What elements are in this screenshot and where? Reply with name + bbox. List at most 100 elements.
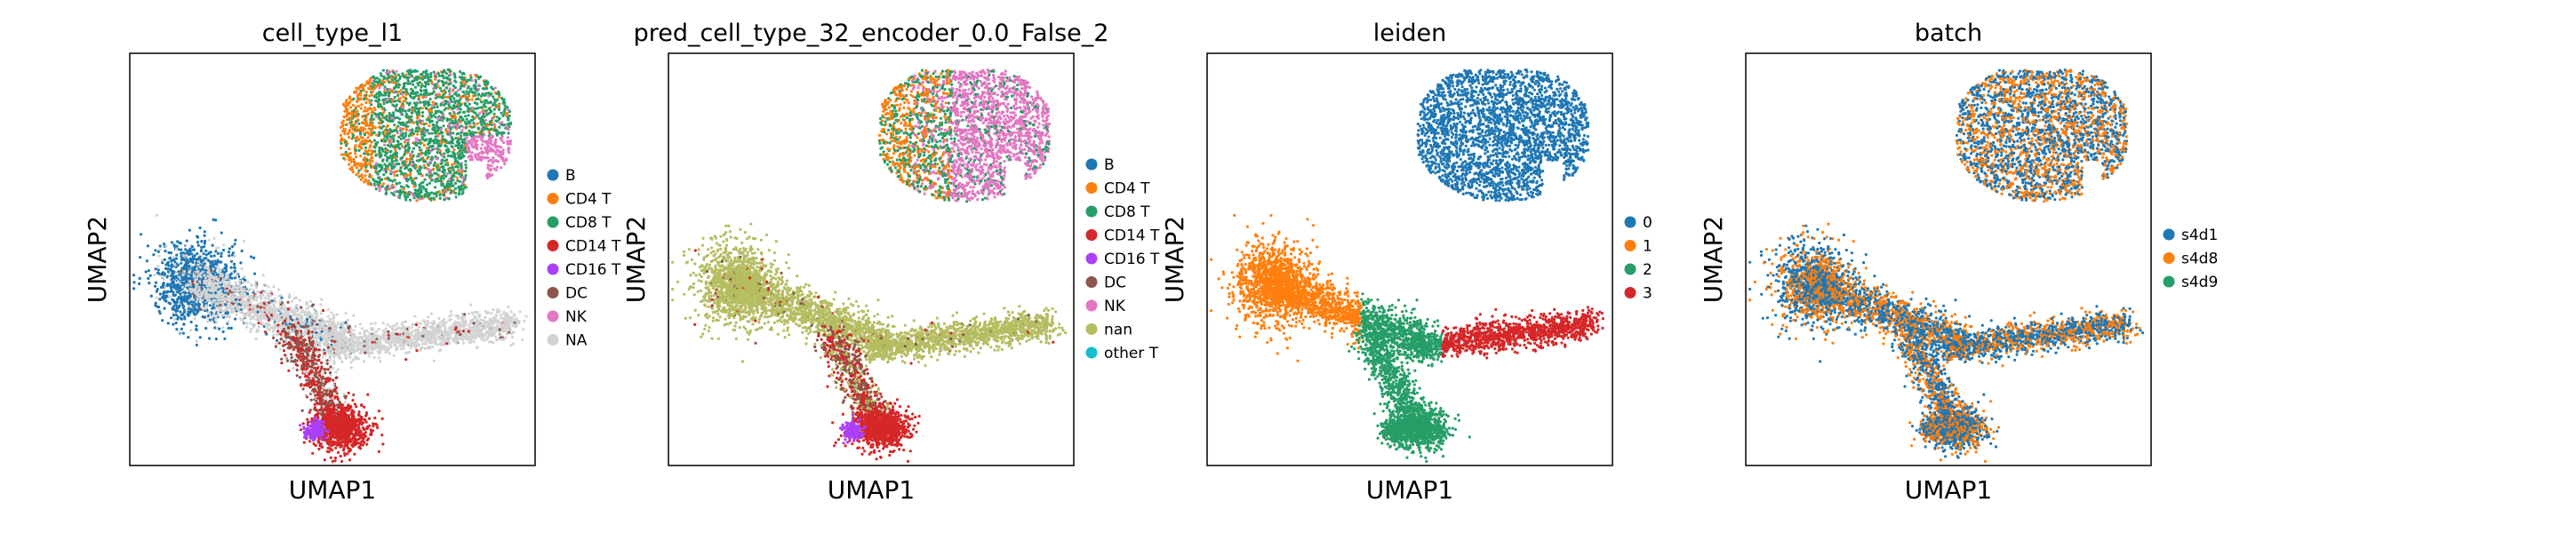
- cell-point: [211, 260, 214, 264]
- cell-point: [366, 136, 370, 139]
- cell-point: [421, 96, 425, 99]
- cell-point: [368, 101, 372, 105]
- cell-point: [371, 124, 374, 128]
- cell-point: [212, 273, 215, 276]
- cell-point: [292, 314, 296, 317]
- cell-point: [392, 111, 396, 115]
- cell-point: [488, 123, 492, 126]
- cell-point: [470, 125, 474, 129]
- cell-point: [286, 310, 290, 314]
- cell-point: [443, 91, 446, 94]
- cell-point: [444, 81, 448, 84]
- cell-point: [200, 245, 204, 249]
- cell-point: [366, 153, 370, 156]
- cell-point: [415, 165, 419, 169]
- cell-point: [434, 75, 438, 78]
- cell-point: [333, 323, 337, 327]
- cell-point: [404, 177, 409, 180]
- cell-point: [464, 115, 468, 118]
- cell-point: [328, 356, 332, 360]
- cell-point: [240, 249, 244, 253]
- cell-point: [422, 159, 426, 163]
- cell-point: [293, 306, 297, 309]
- cell-point: [398, 169, 402, 172]
- cell-point: [184, 275, 188, 279]
- cell-point: [379, 72, 382, 76]
- cell-point: [452, 97, 456, 100]
- cell-point: [239, 261, 243, 265]
- cell-point: [454, 195, 458, 199]
- cell-point: [396, 94, 400, 98]
- cell-point: [492, 98, 497, 101]
- cell-point: [275, 342, 278, 346]
- cell-point: [381, 124, 385, 128]
- cell-point: [188, 259, 192, 263]
- cell-point: [207, 259, 211, 262]
- cell-point: [442, 165, 445, 169]
- cell-point: [411, 111, 414, 115]
- cell-point: [452, 131, 455, 135]
- cell-point: [232, 292, 236, 296]
- cell-point: [442, 173, 445, 178]
- cell-point: [352, 314, 356, 317]
- cell-point: [347, 112, 351, 115]
- cell-point: [393, 123, 396, 127]
- cell-point: [457, 147, 460, 150]
- cell-point: [428, 97, 432, 101]
- cell-point: [452, 148, 456, 152]
- cell-point: [473, 136, 476, 139]
- cell-point: [167, 294, 171, 298]
- cell-point: [385, 116, 388, 120]
- cell-point: [274, 309, 277, 313]
- cell-point: [355, 166, 359, 170]
- cell-point: [442, 193, 445, 196]
- cell-point: [498, 125, 501, 129]
- cell-point: [506, 111, 509, 115]
- cell-point: [203, 234, 206, 237]
- cell-point: [179, 248, 183, 251]
- cell-point: [252, 289, 255, 292]
- cell-point: [462, 125, 466, 129]
- cell-point: [434, 179, 437, 183]
- cell-point: [231, 289, 235, 292]
- cell-point: [500, 111, 503, 115]
- cell-point: [284, 308, 287, 312]
- cell-point: [418, 197, 421, 201]
- cell-point: [332, 314, 336, 317]
- cell-point: [420, 122, 423, 125]
- cell-point: [484, 109, 488, 113]
- cell-point: [162, 278, 165, 282]
- cell-point: [382, 102, 386, 106]
- cell-point: [305, 306, 309, 310]
- cell-point: [340, 360, 344, 363]
- cell-point: [479, 119, 483, 123]
- cell-point: [316, 327, 319, 330]
- cell-point: [393, 155, 396, 159]
- cell-point: [178, 285, 181, 289]
- cell-point: [491, 103, 495, 107]
- cell-point: [479, 130, 483, 133]
- cell-point: [381, 98, 385, 101]
- cell-point: [163, 258, 166, 261]
- cell-point: [311, 303, 315, 306]
- cell-point: [506, 136, 509, 139]
- cell-point: [460, 134, 463, 138]
- cell-point: [428, 124, 431, 128]
- cell-point: [400, 172, 404, 176]
- cell-point: [228, 275, 232, 280]
- cell-point: [391, 179, 395, 183]
- cell-point: [452, 110, 455, 114]
- cell-point: [446, 141, 450, 145]
- cell-point: [374, 171, 379, 174]
- cell-point: [436, 150, 439, 155]
- cell-point: [387, 91, 390, 95]
- cell-point: [221, 326, 225, 330]
- cell-point: [397, 83, 401, 86]
- cell-point: [391, 98, 395, 101]
- cell-point: [435, 163, 438, 167]
- cell-point: [156, 250, 160, 253]
- cell-point: [429, 198, 433, 202]
- cell-point: [303, 330, 307, 334]
- cell-point: [386, 123, 390, 127]
- cell-point: [388, 70, 392, 74]
